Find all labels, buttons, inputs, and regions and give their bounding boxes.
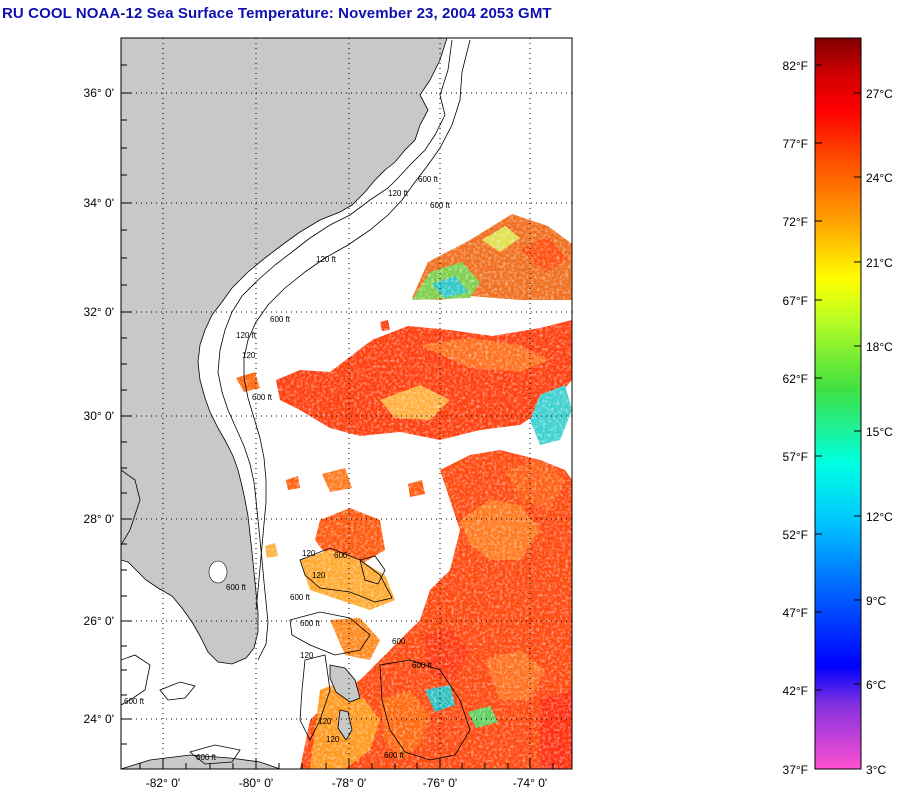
contour-label: 120 [302, 549, 316, 558]
bathymetry-contours [121, 39, 471, 765]
lat-label: 28° 0' [84, 512, 114, 526]
contour-label: 600 ft [430, 201, 451, 210]
fahrenheit-label: 62°F [783, 372, 808, 386]
contour-label: 600 ft [384, 751, 405, 760]
fahrenheit-label: 77°F [783, 137, 808, 151]
contour-label: 120 [326, 735, 340, 744]
lat-label: 36° 0' [84, 86, 114, 100]
lon-label: -76° 0' [423, 776, 457, 790]
fahrenheit-label: 52°F [783, 528, 808, 542]
lat-label: 26° 0' [84, 614, 114, 628]
fahrenheit-label: 67°F [783, 294, 808, 308]
contour-label: 600 ft [300, 619, 321, 628]
fahrenheit-label: 57°F [783, 450, 808, 464]
us-landmass [121, 38, 448, 665]
contour-label: 120 [242, 351, 256, 360]
contour-label: 600 ft [290, 593, 311, 602]
contour-label: 120 [300, 651, 314, 660]
contour-label: 120 [312, 571, 326, 580]
graticule [121, 38, 572, 769]
cuba-coast [121, 754, 281, 769]
celsius-label: 6°C [866, 678, 886, 692]
celsius-label: 27°C [866, 87, 893, 101]
lon-label: -78° 0' [332, 776, 366, 790]
lat-label: 24° 0' [84, 712, 114, 726]
contour-label: 600 [334, 551, 348, 560]
contour-label: 120 ft [316, 255, 337, 264]
contour-label: 600 ft [124, 697, 145, 706]
contour-label: 600 ft [196, 753, 217, 762]
contour-label: 600 ft [270, 315, 291, 324]
fahrenheit-label: 42°F [783, 684, 808, 698]
lon-label: -82° 0' [146, 776, 180, 790]
lon-label: -74° 0' [513, 776, 547, 790]
contour-label: 600 ft [226, 583, 247, 592]
contour-label: 120 ft [236, 331, 257, 340]
bahamas-island [337, 709, 353, 741]
celsius-label: 21°C [866, 256, 893, 270]
fahrenheit-label: 82°F [783, 59, 808, 73]
fahrenheit-label: 47°F [783, 606, 808, 620]
celsius-label: 24°C [866, 171, 893, 185]
colorbar-gradient [814, 37, 862, 770]
celsius-label: 12°C [866, 510, 893, 524]
celsius-label: 3°C [866, 763, 886, 777]
colorbar-ticks [815, 64, 861, 691]
lat-label: 30° 0' [84, 409, 114, 423]
contour-label: 600 ft [252, 393, 273, 402]
lat-label: 34° 0' [84, 196, 114, 210]
bahamas-island [329, 664, 361, 703]
contour-label: 120 [318, 717, 332, 726]
fahrenheit-label: 72°F [783, 215, 808, 229]
lat-label: 32° 0' [84, 305, 114, 319]
axis-ticks [121, 64, 554, 769]
map-frame [120, 37, 573, 770]
map-title: RU COOL NOAA-12 Sea Surface Temperature:… [2, 5, 552, 22]
contour-label: 600 ft [418, 175, 439, 184]
celsius-label: 9°C [866, 594, 886, 608]
contour-label: 120 ft [388, 189, 409, 198]
celsius-label: 18°C [866, 340, 893, 354]
celsius-label: 15°C [866, 425, 893, 439]
contour-label: 600 ft [412, 661, 433, 670]
lon-label: -80° 0' [239, 776, 273, 790]
contour-label: 600 [392, 637, 406, 646]
fahrenheit-label: 37°F [783, 763, 808, 777]
lake-okeechobee [208, 560, 228, 584]
